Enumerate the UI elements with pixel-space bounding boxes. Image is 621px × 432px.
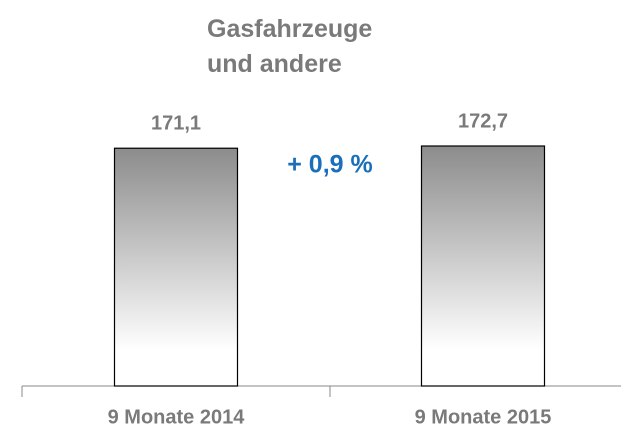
chart-title: Gasfahrzeuge und andere — [207, 15, 373, 78]
bar — [113, 147, 239, 387]
bar — [420, 145, 546, 387]
value-label: 171,1 — [151, 113, 201, 135]
x-tick-label: 9 Monate 2014 — [108, 406, 246, 428]
annotation: + 0,9 % — [287, 151, 372, 179]
value-label: 172,7 — [458, 110, 508, 132]
x-tick-label: 9 Monate 2015 — [415, 406, 552, 428]
